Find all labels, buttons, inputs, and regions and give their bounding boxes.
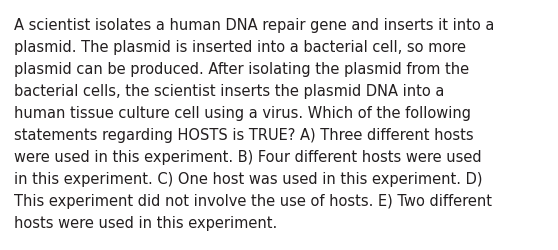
- Text: This experiment did not involve the use of hosts. E) Two different: This experiment did not involve the use …: [14, 193, 492, 208]
- Text: hosts were used in this experiment.: hosts were used in this experiment.: [14, 215, 277, 230]
- Text: plasmid can be produced. After isolating the plasmid from the: plasmid can be produced. After isolating…: [14, 62, 469, 77]
- Text: plasmid. The plasmid is inserted into a bacterial cell, so more: plasmid. The plasmid is inserted into a …: [14, 40, 466, 55]
- Text: statements regarding HOSTS is TRUE? A) Three different hosts: statements regarding HOSTS is TRUE? A) T…: [14, 128, 474, 142]
- Text: A scientist isolates a human DNA repair gene and inserts it into a: A scientist isolates a human DNA repair …: [14, 18, 494, 33]
- Text: in this experiment. C) One host was used in this experiment. D): in this experiment. C) One host was used…: [14, 171, 483, 186]
- Text: were used in this experiment. B) Four different hosts were used: were used in this experiment. B) Four di…: [14, 150, 482, 164]
- Text: bacterial cells, the scientist inserts the plasmid DNA into a: bacterial cells, the scientist inserts t…: [14, 84, 444, 98]
- Text: human tissue culture cell using a virus. Which of the following: human tissue culture cell using a virus.…: [14, 106, 471, 120]
